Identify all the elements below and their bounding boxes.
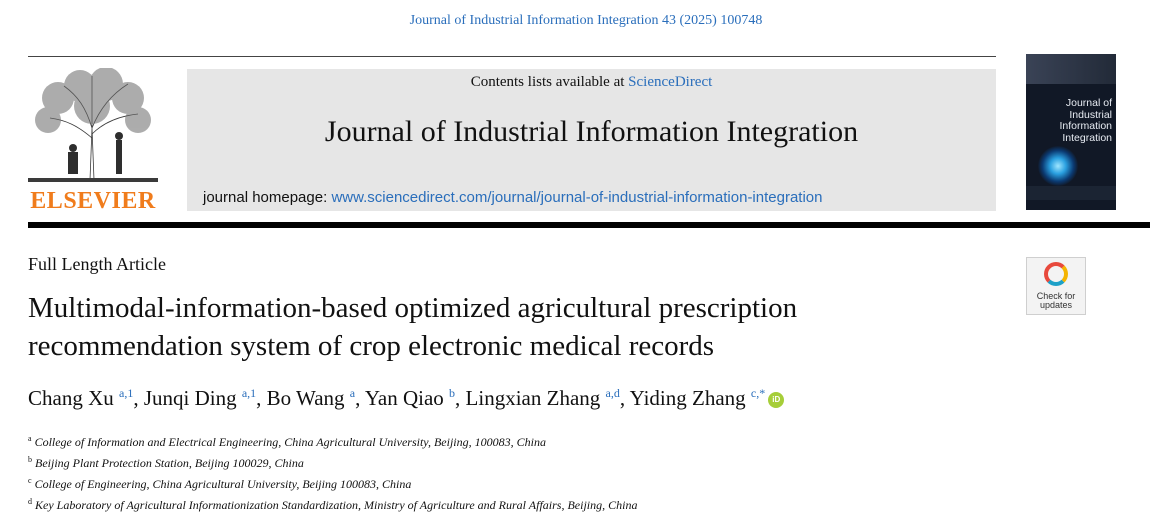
elsevier-tree-logo [28, 68, 158, 186]
affiliation-text: Key Laboratory of Agricultural Informati… [35, 498, 638, 512]
article-title-line: recommendation system of crop electronic… [28, 330, 715, 362]
elsevier-logo[interactable]: ELSEVIER [28, 68, 158, 214]
author-name[interactable]: Lingxian Zhang [465, 386, 601, 410]
author-separator: , [256, 386, 267, 410]
author-separator: , [133, 386, 144, 410]
orcid-icon[interactable]: iD [768, 392, 785, 409]
article-title-line: Multimodal-information-based optimized a… [28, 292, 798, 324]
author-separator: , [355, 386, 365, 410]
article-title: Multimodal-information-based optimized a… [28, 289, 988, 365]
journal-homepage-link[interactable]: www.sciencedirect.com/journal/journal-of… [331, 189, 823, 206]
author-name[interactable]: Yiding Zhang [629, 386, 746, 410]
author-affiliation-marker[interactable]: a,d [605, 386, 620, 400]
author-name[interactable]: Chang Xu [28, 386, 114, 410]
check-for-updates-badge[interactable]: Check for updates [1026, 257, 1086, 315]
affiliation-item: b Beijing Plant Protection Station, Beiji… [28, 451, 1128, 472]
affiliation-text: College of Information and Electrical En… [34, 435, 546, 449]
author-name[interactable]: Yan Qiao [364, 386, 444, 410]
check-for-updates-icon [1044, 262, 1068, 286]
journal-cover-image[interactable]: Journal of Industrial Information Integr… [1026, 54, 1116, 210]
author-affiliation-marker[interactable]: b [449, 386, 456, 400]
badge-line: Check for [1036, 291, 1076, 301]
journal-name: Journal of Industrial Information Integr… [324, 115, 859, 148]
affiliation-item: a College of Information and Electrical E… [28, 430, 1128, 451]
affiliation-key: c [28, 476, 32, 485]
journal-citation[interactable]: Journal of Industrial Information Integr… [409, 13, 763, 28]
author-affiliation-marker[interactable]: a [349, 386, 356, 400]
affiliation-key: a [28, 434, 32, 443]
masthead-bottom-rule [28, 222, 1150, 228]
cover-title: Journal of Industrial Information Integr… [1059, 97, 1112, 144]
affiliation-key: d [28, 497, 32, 506]
cover-footer-band [1026, 186, 1116, 200]
journal-masthead: Contents lists available at ScienceDirec… [187, 69, 996, 211]
article-type: Full Length Article [28, 254, 166, 274]
badge-line: updates [1039, 300, 1073, 310]
author-affiliation-marker[interactable]: a,1 [119, 386, 134, 400]
affiliation-text: College of Engineering, China Agricultur… [34, 477, 412, 491]
check-for-updates-label: Check for updates [1027, 292, 1085, 310]
homepage-prefix: journal homepage: [203, 189, 332, 206]
elsevier-wordmark: ELSEVIER [30, 188, 156, 214]
author-separator: , [619, 386, 630, 410]
author-affiliation-marker[interactable]: c,* [750, 386, 766, 400]
contents-line: Contents lists available at ScienceDirec… [187, 74, 996, 91]
author-separator: , [455, 386, 466, 410]
header-divider [28, 56, 996, 57]
contents-prefix: Contents lists available at [470, 74, 629, 90]
affiliation-text: Beijing Plant Protection Station, Beijin… [35, 456, 304, 470]
author-affiliation-marker[interactable]: a,1 [241, 386, 257, 400]
author-list: Chang Xu a,1, Junqi Ding a,1, Bo Wang a,… [28, 386, 785, 411]
sciencedirect-link[interactable]: ScienceDirect [628, 74, 713, 90]
affiliation-item: c College of Engineering, China Agricultu… [28, 472, 1128, 493]
cover-graphic [1038, 146, 1078, 186]
affiliation-list: a College of Information and Electrical E… [28, 430, 1128, 514]
affiliation-key: b [28, 455, 32, 464]
homepage-line: journal homepage: www.sciencedirect.com/… [203, 189, 822, 206]
affiliation-item: d Key Laboratory of Agricultural Informat… [28, 493, 1128, 514]
cover-band [1026, 54, 1116, 84]
author-name[interactable]: Bo Wang [266, 386, 345, 410]
author-name[interactable]: Junqi Ding [143, 386, 237, 410]
